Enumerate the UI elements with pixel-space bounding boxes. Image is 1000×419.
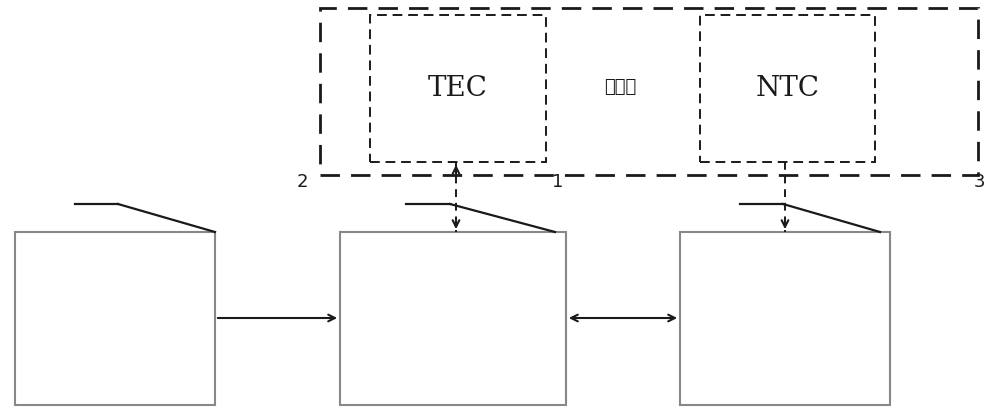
Text: 激光器: 激光器: [604, 78, 636, 96]
Text: TEC: TEC: [428, 75, 488, 102]
Bar: [15, 232, 215, 405]
Bar: [680, 232, 890, 405]
Bar: [340, 232, 566, 405]
Text: NTC: NTC: [756, 75, 820, 102]
Text: 1: 1: [552, 173, 564, 191]
Text: 2: 2: [296, 173, 308, 191]
Text: 3: 3: [973, 173, 985, 191]
Bar: [700, 15, 875, 162]
Bar: [320, 8, 978, 175]
Bar: [370, 15, 546, 162]
